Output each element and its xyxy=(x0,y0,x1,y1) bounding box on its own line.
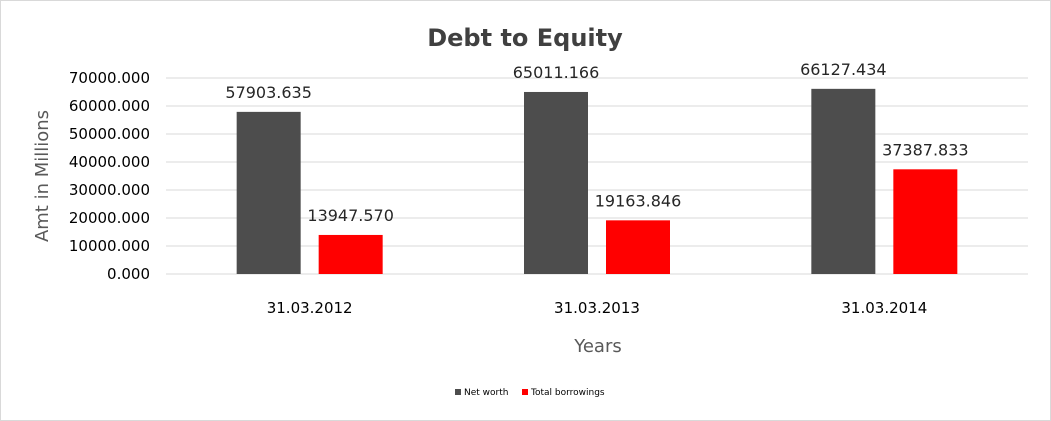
data-label: 19163.846 xyxy=(595,191,682,210)
y-tick-label: 50000.000 xyxy=(69,125,150,143)
data-label: 13947.570 xyxy=(307,206,394,225)
bar xyxy=(236,111,301,275)
x-tick-label: 31.03.2012 xyxy=(267,299,353,317)
x-axis-title: Years xyxy=(573,336,622,357)
data-label: 65011.166 xyxy=(513,63,600,82)
bar xyxy=(318,234,383,274)
y-tick-label: 30000.000 xyxy=(69,181,150,199)
gridlines xyxy=(166,77,1028,275)
legend-swatch xyxy=(522,389,528,395)
y-tick-label: 40000.000 xyxy=(69,153,150,171)
data-label: 37387.833 xyxy=(882,140,969,159)
data-label: 66127.434 xyxy=(800,60,887,79)
bar xyxy=(606,220,670,274)
data-labels: 57903.635 13947.570 65011.166 19163.846 6612… xyxy=(225,60,968,225)
y-tick-label: 20000.000 xyxy=(69,209,150,227)
legend-label: Total borrowings xyxy=(530,388,605,398)
y-axis-title: Amt in Millions xyxy=(32,110,53,242)
y-tick-label: 0.000 xyxy=(107,265,150,283)
bar xyxy=(811,88,876,274)
bars xyxy=(236,88,958,275)
bar xyxy=(524,91,588,274)
bar xyxy=(893,169,958,274)
y-axis-ticks: 0.000 10000.000 20000.000 30000.000 40000.00… xyxy=(69,69,150,283)
legend-label: Net worth xyxy=(464,388,508,398)
legend-swatch xyxy=(455,389,461,395)
x-tick-label: 31.03.2013 xyxy=(554,299,640,317)
data-label: 57903.635 xyxy=(225,83,312,102)
y-tick-label: 10000.000 xyxy=(69,237,150,255)
chart-title: Debt to Equity xyxy=(427,24,623,52)
x-tick-label: 31.03.2014 xyxy=(841,299,927,317)
y-tick-label: 70000.000 xyxy=(69,69,150,87)
y-tick-label: 60000.000 xyxy=(69,97,150,115)
legend: Net worth Total borrowings xyxy=(455,388,605,398)
x-axis-ticks: 31.03.2012 31.03.2013 31.03.2014 xyxy=(267,299,928,317)
